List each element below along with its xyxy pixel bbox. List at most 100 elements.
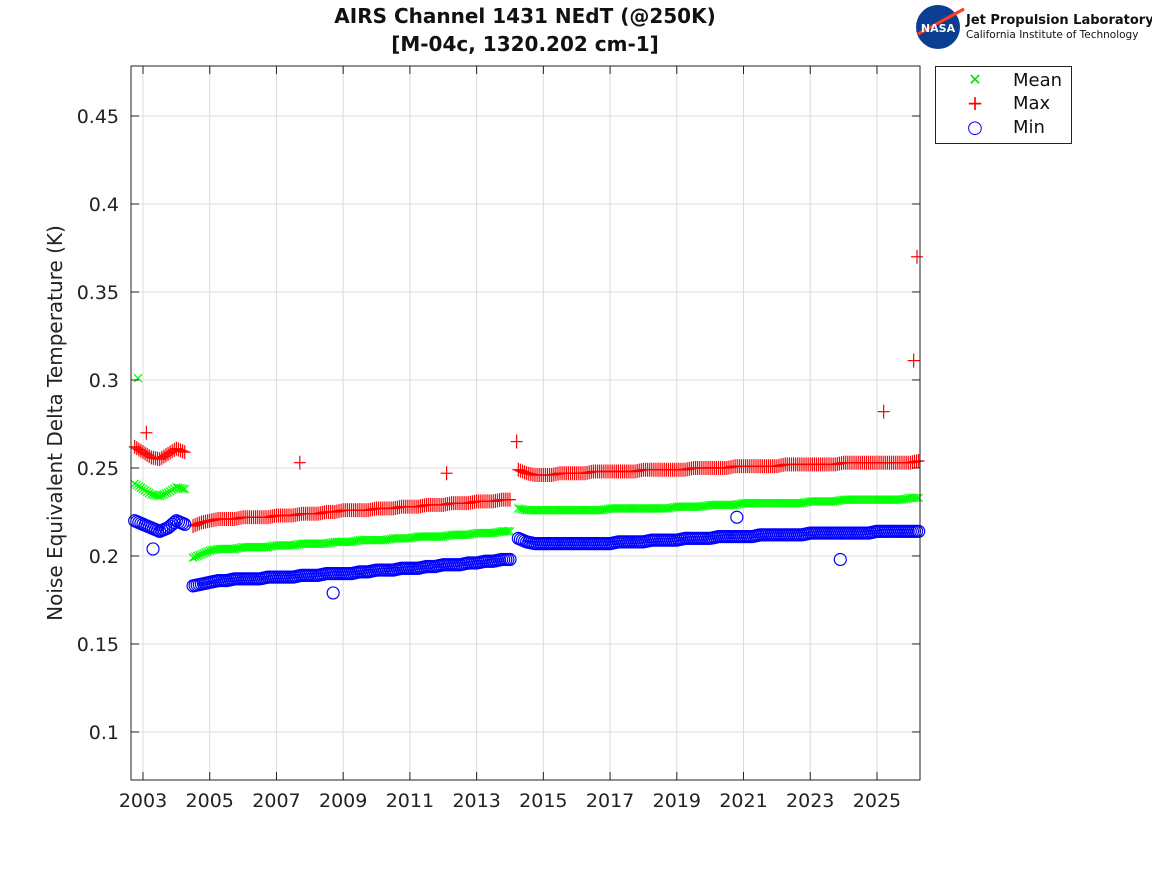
mean-point-stroke bbox=[574, 505, 584, 515]
mean-point bbox=[530, 505, 540, 515]
mean-point-stroke bbox=[420, 532, 429, 542]
mean-point-stroke bbox=[543, 505, 552, 515]
mean-point bbox=[882, 495, 892, 505]
mean-point-stroke bbox=[691, 502, 700, 512]
mean-point bbox=[447, 530, 457, 540]
mean-point bbox=[315, 539, 325, 549]
mean-point-stroke bbox=[910, 493, 919, 503]
mean-point bbox=[280, 540, 290, 550]
mean-point-stroke bbox=[455, 530, 465, 540]
mean-point-stroke bbox=[622, 504, 632, 513]
mean-point-stroke bbox=[639, 504, 648, 513]
mean-point bbox=[653, 504, 663, 513]
mean-point-stroke bbox=[607, 504, 617, 513]
mean-point bbox=[372, 535, 381, 545]
x-tick-label: 2015 bbox=[519, 790, 567, 812]
mean-point-stroke bbox=[432, 532, 442, 542]
mean-point-stroke bbox=[434, 532, 444, 542]
mean-point-stroke bbox=[413, 532, 423, 542]
mean-point-stroke bbox=[653, 504, 663, 513]
mean-point-stroke bbox=[338, 537, 348, 547]
mean-point-stroke bbox=[755, 498, 765, 508]
mean-point-stroke bbox=[716, 500, 726, 510]
x-tick-label: 2007 bbox=[252, 790, 300, 812]
mean-point-stroke bbox=[282, 540, 292, 550]
x-tick-label: 2021 bbox=[719, 790, 767, 812]
mean-point-stroke bbox=[722, 500, 732, 510]
mean-point bbox=[784, 498, 794, 508]
y-tick-label: 0.2 bbox=[89, 546, 119, 568]
min-point bbox=[730, 510, 744, 524]
mean-point-stroke bbox=[580, 505, 590, 515]
mean-point-stroke bbox=[253, 542, 263, 552]
mean-point bbox=[674, 502, 684, 512]
mean-point bbox=[588, 505, 598, 515]
mean-point bbox=[887, 495, 896, 505]
mean-point bbox=[478, 528, 488, 538]
mean-point-stroke bbox=[299, 539, 308, 549]
mean-point bbox=[572, 505, 582, 515]
mean-point bbox=[634, 504, 644, 513]
mean-point-stroke bbox=[582, 505, 592, 515]
mean-point bbox=[847, 495, 857, 505]
mean-point bbox=[551, 505, 561, 515]
mean-point-stroke bbox=[772, 498, 782, 508]
mean-point-stroke bbox=[570, 505, 580, 515]
mean-point-stroke bbox=[563, 505, 573, 515]
mean-point bbox=[338, 537, 348, 547]
mean-point bbox=[626, 504, 636, 513]
mean-point-stroke bbox=[872, 495, 882, 505]
mean-point bbox=[432, 532, 442, 542]
mean-point-stroke bbox=[551, 505, 561, 515]
mean-point bbox=[274, 540, 283, 550]
mean-point-stroke bbox=[522, 505, 532, 515]
mean-point bbox=[313, 539, 323, 549]
mean-point bbox=[472, 528, 482, 538]
mean-point-stroke bbox=[536, 505, 546, 515]
mean-point-stroke bbox=[853, 495, 863, 505]
mean-point bbox=[841, 495, 851, 505]
mean-point-stroke bbox=[332, 537, 342, 547]
mean-point bbox=[868, 495, 878, 505]
mean-point bbox=[607, 504, 617, 513]
legend: ✕ Mean + Max ○ Min bbox=[935, 66, 1072, 144]
mean-point-stroke bbox=[176, 483, 185, 493]
mean-point bbox=[605, 504, 615, 513]
mean-point bbox=[787, 498, 796, 508]
mean-point bbox=[818, 496, 828, 506]
mean-point-stroke bbox=[549, 505, 559, 515]
mean-point-stroke bbox=[215, 544, 225, 554]
mean-point-stroke bbox=[301, 539, 311, 549]
mean-point bbox=[749, 498, 759, 508]
mean-point-stroke bbox=[474, 528, 484, 538]
mean-point bbox=[774, 498, 784, 508]
mean-point bbox=[415, 532, 425, 542]
mean-point bbox=[422, 532, 432, 542]
mean-point bbox=[591, 505, 600, 515]
mean-point-stroke bbox=[480, 528, 490, 538]
mean-point bbox=[301, 539, 311, 549]
mean-point-stroke bbox=[161, 489, 171, 498]
mean-point-stroke bbox=[605, 504, 615, 513]
mean-point-stroke bbox=[417, 532, 427, 542]
mean-point-stroke bbox=[907, 493, 917, 503]
mean-point-stroke bbox=[457, 530, 467, 540]
mean-point bbox=[872, 495, 882, 505]
mean-point bbox=[739, 498, 748, 508]
mean-point bbox=[501, 526, 511, 536]
mean-point-stroke bbox=[878, 495, 888, 505]
mean-point-stroke bbox=[213, 544, 223, 554]
mean-point-stroke bbox=[426, 532, 436, 542]
mean-point-stroke bbox=[912, 493, 922, 503]
mean-point bbox=[862, 495, 871, 505]
mean-point-stroke bbox=[726, 500, 736, 510]
mean-point-stroke bbox=[240, 542, 250, 552]
mean-point-stroke bbox=[851, 495, 861, 505]
mean-point bbox=[388, 533, 398, 543]
mean-point bbox=[878, 495, 888, 505]
mean-point bbox=[718, 500, 728, 510]
mean-point bbox=[278, 540, 288, 550]
mean-point-stroke bbox=[284, 540, 294, 550]
mean-point-stroke bbox=[453, 530, 463, 540]
